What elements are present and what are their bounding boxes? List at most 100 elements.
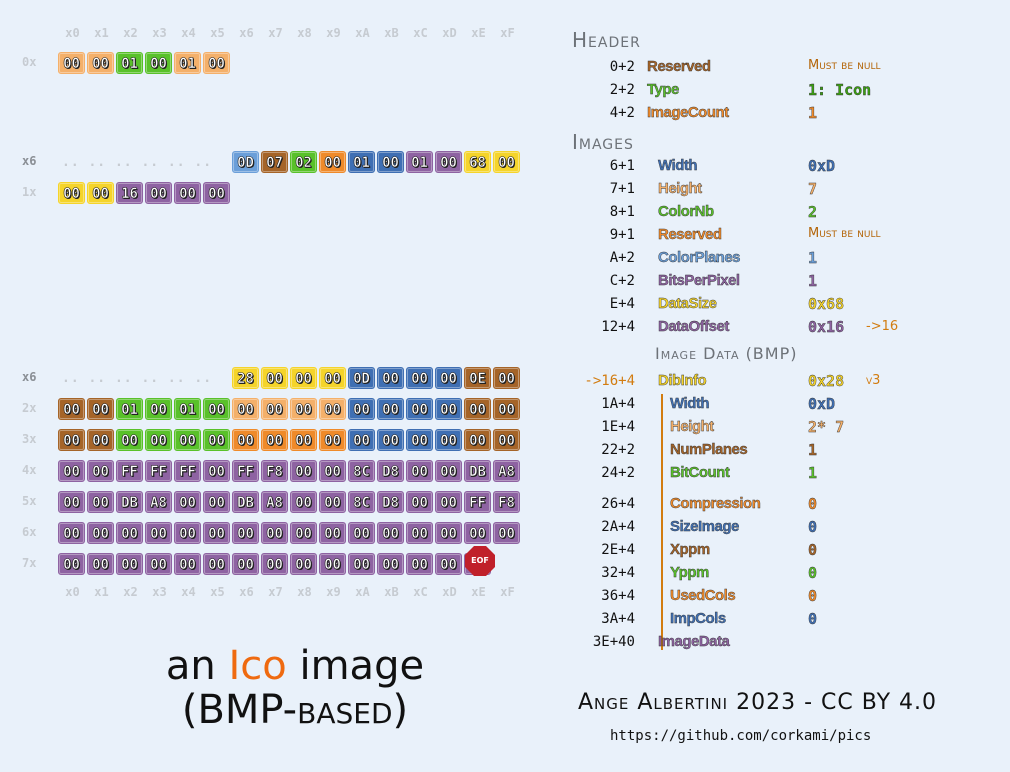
column-label: x8 bbox=[297, 26, 312, 40]
title-line2: (BMP-based) bbox=[181, 687, 409, 733]
hex-byte: 00 bbox=[406, 398, 433, 420]
hex-byte: 00 bbox=[290, 367, 317, 389]
hex-byte: 00 bbox=[203, 491, 230, 513]
row-label-3: 3x bbox=[22, 432, 37, 446]
title-highlight: Ico bbox=[228, 643, 287, 689]
field-name: NumPlanes bbox=[670, 441, 748, 458]
hex-byte: 00 bbox=[174, 491, 201, 513]
field-value: 1: Icon bbox=[808, 81, 872, 99]
field-value: 2 bbox=[808, 203, 818, 221]
title-pre: an bbox=[165, 643, 229, 689]
column-label: x7 bbox=[268, 26, 283, 40]
hex-byte: 00 bbox=[261, 367, 288, 389]
column-label: x5 bbox=[210, 585, 225, 599]
hex-byte: 00 bbox=[290, 522, 317, 544]
column-label: xD bbox=[442, 26, 457, 40]
field-name: ImpCols bbox=[670, 610, 727, 627]
hex-byte: 00 bbox=[87, 429, 114, 451]
hex-byte: 00 bbox=[493, 367, 520, 389]
hex-byte: 00 bbox=[435, 429, 462, 451]
hex-byte: 00 bbox=[116, 522, 143, 544]
hex-byte: 00 bbox=[377, 367, 404, 389]
field-offset: 2+2 bbox=[609, 82, 635, 98]
hex-byte: 00 bbox=[290, 398, 317, 420]
hex-byte: FF bbox=[145, 460, 172, 482]
column-label: xC bbox=[413, 585, 428, 599]
column-label: x2 bbox=[123, 585, 138, 599]
hex-byte: 00 bbox=[58, 460, 85, 482]
hex-byte: 00 bbox=[406, 491, 433, 513]
field-name: Reserved bbox=[647, 58, 711, 75]
field-offset: 8+1 bbox=[609, 204, 635, 220]
hex-byte: 00 bbox=[174, 522, 201, 544]
field-name: SizeImage bbox=[670, 518, 740, 535]
field-offset: 3E+40 bbox=[592, 634, 635, 650]
source-url[interactable]: https://github.com/corkami/pics bbox=[610, 728, 872, 744]
hex-byte: 00 bbox=[493, 151, 520, 173]
field-offset: 2E+4 bbox=[601, 542, 635, 558]
field-offset: 26+4 bbox=[601, 496, 635, 512]
field-name: Width bbox=[670, 395, 710, 412]
hex-byte: 00 bbox=[348, 429, 375, 451]
hex-byte: 00 bbox=[319, 491, 346, 513]
field-offset: C+2 bbox=[609, 273, 635, 289]
hex-byte: 00 bbox=[319, 429, 346, 451]
dib-bracket bbox=[661, 394, 663, 650]
field-offset: 7+1 bbox=[609, 181, 635, 197]
hex-byte: 28 bbox=[232, 367, 259, 389]
column-label: xC bbox=[413, 26, 428, 40]
eof-marker: EOF bbox=[465, 546, 495, 576]
hex-byte: 00 bbox=[145, 398, 172, 420]
hex-byte: 00 bbox=[435, 553, 462, 575]
section-image-data-title: Image Data (BMP) bbox=[655, 344, 798, 363]
row-label-6: 6x bbox=[22, 525, 37, 539]
field-value: 1 bbox=[808, 104, 818, 122]
hex-byte: 00 bbox=[58, 522, 85, 544]
field-value: 0x16 bbox=[808, 318, 845, 336]
hex-byte: 01 bbox=[116, 52, 143, 74]
hex-byte: F8 bbox=[493, 491, 520, 513]
hex-byte: 00 bbox=[493, 522, 520, 544]
field-value: 0x68 bbox=[808, 295, 845, 313]
hex-byte: D8 bbox=[377, 491, 404, 513]
hex-byte: 00 bbox=[232, 553, 259, 575]
column-label: x1 bbox=[94, 26, 109, 40]
field-name: DibInfo bbox=[658, 372, 707, 389]
field-note: ->16 bbox=[866, 319, 899, 334]
hex-byte: 00 bbox=[435, 398, 462, 420]
hex-byte: 00 bbox=[203, 553, 230, 575]
hex-byte: 01 bbox=[116, 398, 143, 420]
skip-dots-2: .. .. .. .. .. .. bbox=[62, 371, 213, 386]
section-header-title: Header bbox=[572, 28, 641, 52]
hex-byte: 00 bbox=[319, 398, 346, 420]
field-offset: 4+2 bbox=[609, 105, 635, 121]
hex-byte: 00 bbox=[493, 429, 520, 451]
hex-byte: 01 bbox=[174, 398, 201, 420]
hex-byte: 00 bbox=[145, 553, 172, 575]
hex-byte: 00 bbox=[203, 460, 230, 482]
hex-byte: 68 bbox=[464, 151, 491, 173]
field-name: DataSize bbox=[658, 295, 717, 312]
hex-byte: 00 bbox=[174, 553, 201, 575]
field-name: BitCount bbox=[670, 464, 730, 481]
column-label: x0 bbox=[65, 585, 80, 599]
column-label: xA bbox=[355, 26, 370, 40]
hex-byte: 00 bbox=[261, 398, 288, 420]
field-offset: E+4 bbox=[609, 296, 635, 312]
hex-byte: 00 bbox=[203, 522, 230, 544]
field-value: Must be null bbox=[808, 58, 881, 73]
hex-byte: 07 bbox=[261, 151, 288, 173]
field-value: 1 bbox=[808, 464, 818, 482]
hex-byte: 00 bbox=[435, 367, 462, 389]
hex-byte: 00 bbox=[493, 398, 520, 420]
hex-byte: 00 bbox=[203, 398, 230, 420]
field-value: 7 bbox=[808, 180, 818, 198]
field-offset: 24+2 bbox=[601, 465, 635, 481]
field-offset: 9+1 bbox=[609, 227, 635, 243]
hex-byte: 00 bbox=[377, 398, 404, 420]
hex-byte: 00 bbox=[464, 398, 491, 420]
field-name: ImageData bbox=[658, 633, 730, 650]
hex-byte: 00 bbox=[145, 52, 172, 74]
column-label: x1 bbox=[94, 585, 109, 599]
hex-byte: 00 bbox=[377, 522, 404, 544]
